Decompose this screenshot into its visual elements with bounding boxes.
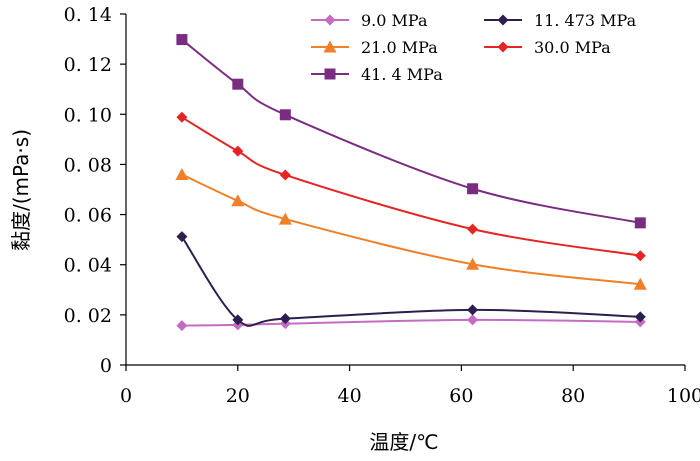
series-line bbox=[181, 173, 641, 286]
y-tick-label: 0. 06 bbox=[64, 205, 112, 227]
data-point bbox=[176, 111, 188, 123]
series-line bbox=[181, 236, 641, 327]
x-tick-label: 100 bbox=[667, 385, 700, 407]
legend-marker bbox=[324, 68, 336, 80]
y-tick-label: 0. 12 bbox=[64, 54, 112, 76]
legend-label: 21.0 MPa bbox=[361, 38, 438, 57]
data-point bbox=[176, 320, 188, 332]
series-line bbox=[181, 116, 641, 257]
legend: 9.0 MPa 11. 473 MPa 21.0 MPa 30.0 MPa 41. 4 … bbox=[311, 11, 637, 84]
data-point bbox=[634, 217, 646, 229]
data-point bbox=[279, 109, 291, 121]
series-5 bbox=[176, 34, 646, 229]
y-tick-label: 0. 10 bbox=[64, 104, 112, 126]
x-tick-label: 0 bbox=[120, 385, 132, 407]
data-point bbox=[232, 314, 244, 326]
legend-item: 41. 4 MPa bbox=[311, 65, 443, 84]
y-tick-label: 0 bbox=[100, 355, 112, 377]
legend-label: 30.0 MPa bbox=[534, 38, 611, 57]
legend-marker bbox=[497, 14, 509, 26]
legend-label: 11. 473 MPa bbox=[534, 11, 637, 30]
series-3 bbox=[175, 167, 647, 290]
legend-marker bbox=[497, 41, 509, 53]
data-point bbox=[176, 34, 188, 46]
series-layer bbox=[175, 34, 647, 332]
legend-label: 9.0 MPa bbox=[361, 11, 428, 30]
series-2 bbox=[176, 231, 646, 327]
legend-item: 11. 473 MPa bbox=[484, 11, 637, 30]
axes: 0 0. 02 0. 04 0. 06 0. 08 0. 10 0. 12 0. 14 0 20 4… bbox=[64, 4, 700, 407]
data-point bbox=[633, 277, 647, 290]
y-tick-label: 0. 02 bbox=[64, 305, 112, 327]
x-tick-label: 60 bbox=[449, 385, 473, 407]
data-point bbox=[466, 257, 480, 270]
y-axis-title: 黏度/(mPa·s) bbox=[9, 129, 33, 251]
x-tick-label: 80 bbox=[561, 385, 585, 407]
data-point bbox=[232, 78, 244, 90]
legend-item: 30.0 MPa bbox=[484, 38, 611, 57]
x-axis-title: 温度/℃ bbox=[369, 430, 438, 454]
data-point bbox=[279, 313, 291, 325]
legend-label: 41. 4 MPa bbox=[361, 65, 443, 84]
y-tick-label: 0. 04 bbox=[64, 255, 112, 277]
x-tick-label: 40 bbox=[338, 385, 362, 407]
data-point bbox=[279, 169, 291, 181]
y-tick-label: 0. 14 bbox=[64, 4, 112, 26]
data-point bbox=[176, 231, 188, 243]
data-point bbox=[231, 194, 245, 207]
legend-marker bbox=[324, 14, 336, 26]
legend-marker bbox=[323, 40, 337, 53]
data-point bbox=[278, 212, 292, 225]
data-point bbox=[634, 250, 646, 262]
legend-item: 21.0 MPa bbox=[311, 38, 438, 57]
data-point bbox=[634, 311, 646, 323]
data-point bbox=[467, 314, 479, 326]
x-tick-label: 20 bbox=[226, 385, 250, 407]
series-1 bbox=[176, 314, 646, 332]
y-tick-label: 0. 08 bbox=[64, 154, 112, 176]
data-point bbox=[232, 145, 244, 157]
data-point bbox=[467, 183, 479, 195]
data-point bbox=[175, 167, 189, 180]
data-point bbox=[467, 223, 479, 235]
legend-item: 9.0 MPa bbox=[311, 11, 428, 30]
data-point bbox=[467, 304, 479, 316]
series-4 bbox=[176, 111, 646, 262]
